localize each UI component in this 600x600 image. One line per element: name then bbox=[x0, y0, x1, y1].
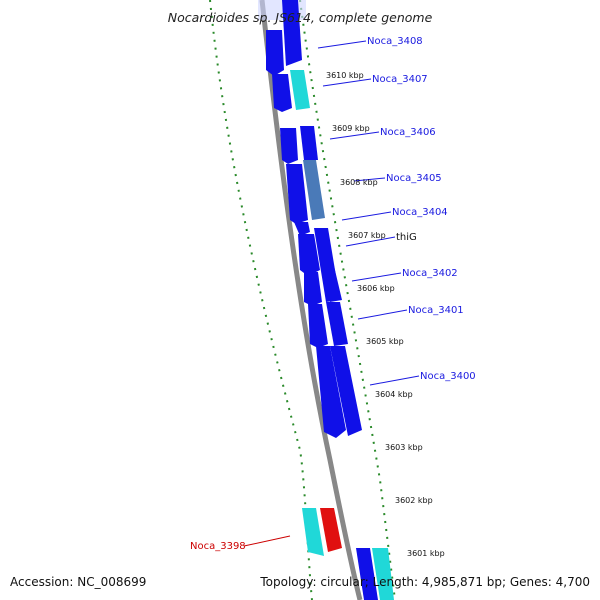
gene-label-leader bbox=[317, 40, 367, 49]
gene-noca-3405[interactable] bbox=[303, 160, 325, 220]
gene-label[interactable]: Noca_3407 bbox=[372, 74, 428, 85]
gene-bottom-blue[interactable] bbox=[356, 548, 378, 600]
page-title: Nocardioides sp. JS614, complete genome bbox=[168, 10, 433, 25]
gene-label-leader bbox=[341, 211, 392, 221]
gene-reverse-1[interactable] bbox=[266, 30, 284, 76]
selected-gene-label[interactable]: Noca_3398 bbox=[190, 541, 246, 552]
gene-thig[interactable] bbox=[322, 266, 342, 302]
gene-label-leader bbox=[329, 131, 380, 140]
gene-label-leader bbox=[351, 272, 402, 282]
gene-label-leader bbox=[357, 309, 408, 320]
genome-backbone bbox=[259, 0, 363, 600]
kbp-tick-label: 3603 kbp bbox=[385, 443, 423, 452]
gene-reverse-3[interactable] bbox=[280, 128, 298, 164]
gene-label[interactable]: Noca_3406 bbox=[380, 127, 436, 138]
gc-content-track-right bbox=[299, 0, 396, 600]
topology-label: Topology: circular; Length: 4,985,871 bp… bbox=[259, 575, 590, 589]
selected-gene-leader bbox=[243, 535, 291, 547]
kbp-tick-label: 3605 kbp bbox=[366, 337, 404, 346]
kbp-tick-label: 3601 kbp bbox=[407, 549, 445, 558]
kbp-tick-label: 3609 kbp bbox=[332, 124, 370, 133]
kbp-tick-label: 3604 kbp bbox=[375, 390, 413, 399]
kbp-tick-label: 3607 kbp bbox=[348, 231, 386, 240]
accession-label: Accession: NC_008699 bbox=[10, 575, 146, 589]
gene-bottom-cyan[interactable] bbox=[372, 548, 394, 600]
gene-reverse-7[interactable] bbox=[304, 272, 322, 306]
gene-noca-3408[interactable] bbox=[282, 0, 302, 66]
kbp-tick-labels: 3610 kbp 3609 kbp 3608 kbp 3607 kbp 3606 kbp… bbox=[326, 71, 445, 558]
gene-selected-red[interactable] bbox=[320, 508, 342, 552]
gene-label-leader bbox=[353, 177, 386, 182]
gene-label[interactable]: Noca_3402 bbox=[402, 268, 458, 279]
kbp-tick-label: 3602 kbp bbox=[395, 496, 433, 505]
gene-reverse-5[interactable] bbox=[294, 222, 310, 236]
gene-noca-3400-segment[interactable] bbox=[316, 346, 346, 438]
gene-noca-3398[interactable] bbox=[302, 508, 324, 556]
gene-label[interactable]: Noca_3404 bbox=[392, 207, 448, 218]
gene-reverse-4[interactable] bbox=[286, 164, 308, 224]
gene-noca-3407[interactable] bbox=[290, 70, 310, 110]
gene-label[interactable]: Noca_3405 bbox=[386, 173, 442, 184]
kbp-tick-label: 3610 kbp bbox=[326, 71, 364, 80]
gene-labels: Noca_3408 Noca_3407 Noca_3406 Noca_3405 Noca… bbox=[367, 36, 476, 382]
gene-noca-3406[interactable] bbox=[300, 126, 318, 160]
gene-label[interactable]: Noca_3401 bbox=[408, 305, 464, 316]
kbp-tick-label: 3608 kbp bbox=[340, 178, 378, 187]
gene-label[interactable]: Noca_3400 bbox=[420, 371, 476, 382]
gene-reverse-6[interactable] bbox=[298, 234, 320, 276]
gene-noca-3402[interactable] bbox=[326, 302, 348, 346]
gene-label-leader bbox=[345, 236, 396, 247]
gene-noca-3401[interactable] bbox=[330, 346, 362, 436]
gene-label-leaders bbox=[317, 40, 420, 386]
gene-label[interactable]: thiG bbox=[396, 232, 417, 243]
gene-label-leader bbox=[369, 375, 420, 386]
gene-label-leader bbox=[322, 78, 372, 87]
gene-track bbox=[266, 0, 394, 600]
gene-label[interactable]: Noca_3408 bbox=[367, 36, 423, 47]
gene-reverse-2[interactable] bbox=[272, 74, 292, 112]
gene-reverse-8[interactable] bbox=[308, 304, 328, 348]
kbp-tick-label: 3606 kbp bbox=[357, 284, 395, 293]
